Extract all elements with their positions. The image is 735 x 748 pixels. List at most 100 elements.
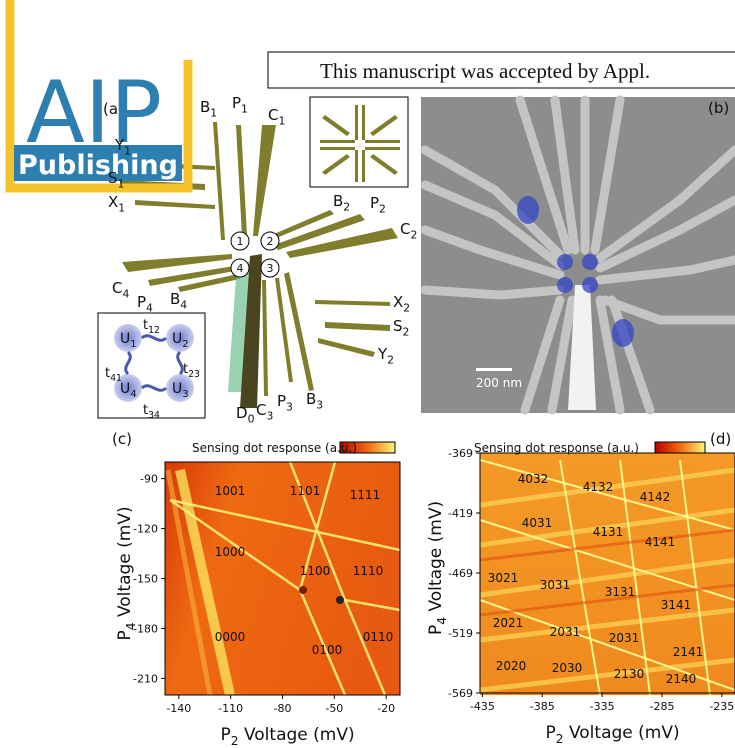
label-part: 4 <box>146 302 153 315</box>
label-part: S <box>108 169 118 187</box>
charge-state: 1110 <box>353 564 384 578</box>
charge-state: 0100 <box>312 643 343 657</box>
label-part: B <box>200 98 210 116</box>
label-part: 2 <box>343 201 350 214</box>
label-part: 34 <box>148 410 160 421</box>
charge-state: 1000 <box>215 545 246 559</box>
gate-label: P4 <box>137 293 153 315</box>
charge-state: 2140 <box>666 672 697 686</box>
label-part: B <box>333 192 343 210</box>
label-part: C <box>268 106 278 124</box>
label-part: 1 <box>118 178 125 191</box>
gate-label: P3 <box>277 392 293 414</box>
label-part: 2 <box>387 354 394 367</box>
dot-label: 4 <box>237 262 244 275</box>
y-tick-label: -150 <box>133 573 158 586</box>
x-tick-label: -435 <box>470 700 495 713</box>
label-part: 4 <box>130 389 136 400</box>
charge-state: 4142 <box>640 490 671 504</box>
label-part: B <box>170 290 180 308</box>
charge-state: 3021 <box>488 571 519 585</box>
label-part: P <box>221 725 231 745</box>
y-axis-label: P4 Voltage (mV) <box>115 506 138 640</box>
label-part: P <box>546 723 556 743</box>
label-part: B <box>306 390 316 408</box>
label-part: 2 <box>410 229 417 242</box>
y-tick-label: -519 <box>448 627 473 640</box>
label-part: D <box>236 404 248 422</box>
charge-state: 4132 <box>583 480 614 494</box>
label-part: 23 <box>188 369 200 380</box>
charge-state: 1001 <box>215 484 246 498</box>
y-tick-label: -369 <box>448 447 473 460</box>
gate-label: P1 <box>232 94 248 116</box>
charge-state: 0110 <box>363 630 394 644</box>
x-tick-label: -110 <box>218 702 243 715</box>
charge-state: 1101 <box>290 484 321 498</box>
gate-label: X2 <box>393 293 410 315</box>
charge-state: 2031 <box>550 625 581 639</box>
label-part: 4 <box>180 299 187 312</box>
charge-state: 3131 <box>605 585 636 599</box>
label-part: 2 <box>379 203 386 216</box>
label-part: 2 <box>231 734 239 748</box>
charge-state: 2020 <box>496 659 527 673</box>
charge-state: 2130 <box>614 667 645 681</box>
label-part: U <box>172 331 182 347</box>
header-text: This manuscript was accepted by Appl. <box>320 59 650 83</box>
logo-name: AIP <box>26 63 162 163</box>
label-part: 1 <box>210 107 217 120</box>
label-part: U <box>120 331 130 347</box>
gate-label: C4 <box>112 279 129 301</box>
dot-label: 1 <box>237 235 244 248</box>
label-part: 41 <box>110 373 122 384</box>
panel-label: (c) <box>112 430 132 448</box>
charge-state: 3031 <box>540 578 571 592</box>
label-part: 3 <box>266 410 273 423</box>
label-part: U <box>172 381 182 397</box>
charge-state: 4032 <box>518 472 549 486</box>
panel-label: (b) <box>708 99 729 117</box>
label-part: P <box>426 625 446 635</box>
colorbar-label: Sensing dot response (a.u.) <box>192 441 357 455</box>
label-part: Voltage (mV) <box>239 725 355 745</box>
label-part: 2 <box>556 732 564 746</box>
label-part: 1 <box>278 115 285 128</box>
charge-state: 4131 <box>593 525 624 539</box>
dot-label: 2 <box>267 235 274 248</box>
x-tick-label: -50 <box>325 702 343 715</box>
x-tick-label: -235 <box>709 700 734 713</box>
label-part: 12 <box>148 325 160 336</box>
label-part: X <box>108 193 118 211</box>
label-part: 1 <box>130 339 136 350</box>
x-axis-label: P2 Voltage (mV) <box>221 725 355 748</box>
x-tick-label: -335 <box>590 700 615 713</box>
x-tick-label: -385 <box>530 700 555 713</box>
charge-state: 0000 <box>215 630 246 644</box>
label-part: 1 <box>118 202 125 215</box>
y-tick-label: -469 <box>448 567 473 580</box>
gate-label: B4 <box>170 290 187 312</box>
label-part: P <box>137 293 146 311</box>
label-part: 1 <box>241 103 248 116</box>
charge-state: 4141 <box>645 535 676 549</box>
label-part: 1 <box>124 145 131 158</box>
gate-label: C2 <box>400 220 417 242</box>
charge-state: 4031 <box>522 516 553 530</box>
y-tick-label: -120 <box>133 523 158 536</box>
label-part: 2 <box>182 339 188 350</box>
label-part: 2 <box>403 302 410 315</box>
gate-label: B3 <box>306 390 323 412</box>
label-part: Voltage (mV) <box>426 501 446 617</box>
label-part: C <box>400 220 410 238</box>
label-part: 3 <box>316 399 323 412</box>
colorbar <box>655 442 705 453</box>
charge-state: 1100 <box>300 564 331 578</box>
x-axis-label: P2 Voltage (mV) <box>546 723 680 746</box>
charge-state: 2030 <box>552 661 583 675</box>
label-part: 3 <box>182 389 188 400</box>
x-tick-label: -20 <box>377 702 395 715</box>
dot-label: 3 <box>267 262 274 275</box>
charge-state: 2031 <box>609 631 640 645</box>
x-tick-label: -80 <box>274 702 292 715</box>
